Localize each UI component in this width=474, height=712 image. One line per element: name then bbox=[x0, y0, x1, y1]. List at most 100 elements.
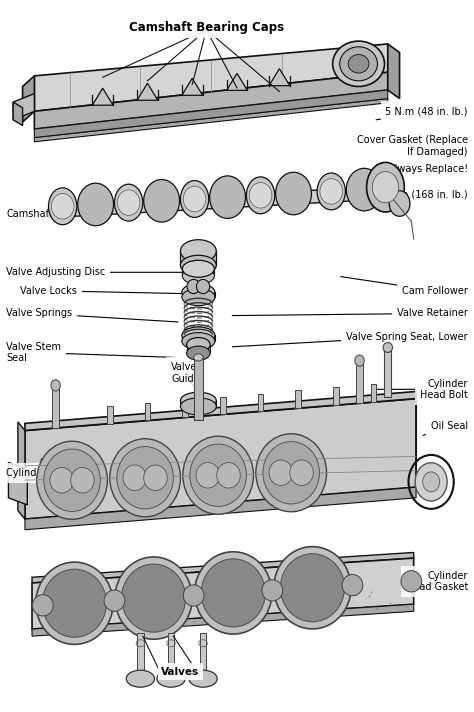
Polygon shape bbox=[182, 335, 215, 341]
Polygon shape bbox=[23, 76, 35, 122]
Ellipse shape bbox=[187, 346, 210, 360]
Text: Always Replace!: Always Replace! bbox=[388, 164, 468, 174]
Ellipse shape bbox=[196, 463, 219, 488]
Ellipse shape bbox=[44, 449, 100, 511]
Ellipse shape bbox=[123, 465, 146, 491]
Bar bbox=[333, 387, 339, 405]
Ellipse shape bbox=[182, 333, 215, 350]
Ellipse shape bbox=[182, 288, 215, 305]
Ellipse shape bbox=[36, 562, 113, 644]
Ellipse shape bbox=[187, 337, 210, 352]
Text: Cam Follower: Cam Follower bbox=[341, 276, 468, 295]
Ellipse shape bbox=[249, 182, 272, 208]
Ellipse shape bbox=[210, 176, 246, 219]
Ellipse shape bbox=[201, 559, 265, 627]
Text: 19 N.m (168 in. lb.): 19 N.m (168 in. lb.) bbox=[373, 189, 468, 201]
Ellipse shape bbox=[181, 240, 216, 263]
Ellipse shape bbox=[42, 569, 107, 637]
Text: Valve Springs: Valve Springs bbox=[6, 308, 178, 322]
Ellipse shape bbox=[181, 398, 216, 415]
Text: Camshaft: Camshaft bbox=[6, 209, 71, 219]
Ellipse shape bbox=[262, 580, 283, 601]
Bar bbox=[182, 399, 188, 417]
Polygon shape bbox=[137, 83, 158, 100]
Polygon shape bbox=[200, 632, 206, 679]
Polygon shape bbox=[32, 553, 414, 583]
Ellipse shape bbox=[183, 187, 206, 211]
Polygon shape bbox=[388, 44, 400, 98]
Text: Valve Adjusting Disc: Valve Adjusting Disc bbox=[6, 267, 185, 277]
Ellipse shape bbox=[415, 463, 447, 501]
Bar bbox=[145, 403, 150, 421]
Polygon shape bbox=[52, 385, 59, 428]
Polygon shape bbox=[137, 632, 144, 679]
Ellipse shape bbox=[333, 41, 384, 86]
Polygon shape bbox=[187, 345, 210, 353]
Ellipse shape bbox=[183, 585, 204, 606]
Ellipse shape bbox=[187, 279, 200, 293]
Polygon shape bbox=[181, 401, 216, 407]
Text: Cover Gasket (Replace
If Damaged): Cover Gasket (Replace If Damaged) bbox=[357, 135, 468, 157]
Polygon shape bbox=[13, 102, 23, 125]
Bar bbox=[258, 394, 264, 412]
Polygon shape bbox=[13, 93, 35, 120]
Text: Valve
Guide: Valve Guide bbox=[171, 362, 200, 388]
Ellipse shape bbox=[115, 184, 143, 221]
Ellipse shape bbox=[276, 172, 311, 215]
Polygon shape bbox=[25, 399, 416, 519]
Ellipse shape bbox=[197, 279, 210, 293]
Text: Cylinder
Head Gasket: Cylinder Head Gasket bbox=[406, 571, 468, 592]
Polygon shape bbox=[35, 44, 388, 111]
Text: Valve Locks: Valve Locks bbox=[20, 286, 183, 295]
Ellipse shape bbox=[290, 460, 313, 486]
Polygon shape bbox=[182, 268, 214, 276]
Ellipse shape bbox=[366, 162, 404, 212]
Polygon shape bbox=[32, 604, 414, 636]
Polygon shape bbox=[181, 251, 216, 265]
Polygon shape bbox=[92, 88, 113, 105]
Ellipse shape bbox=[181, 181, 209, 217]
Ellipse shape bbox=[423, 472, 439, 492]
Ellipse shape bbox=[121, 564, 186, 632]
Ellipse shape bbox=[317, 173, 346, 210]
Polygon shape bbox=[168, 632, 174, 679]
Polygon shape bbox=[25, 392, 416, 431]
Ellipse shape bbox=[194, 354, 203, 361]
Polygon shape bbox=[195, 352, 201, 402]
Bar bbox=[220, 397, 226, 414]
Polygon shape bbox=[18, 422, 25, 519]
Polygon shape bbox=[9, 462, 27, 505]
Text: 5 N.m (48 in. lb.): 5 N.m (48 in. lb.) bbox=[376, 106, 468, 120]
Ellipse shape bbox=[181, 256, 216, 275]
Ellipse shape bbox=[181, 392, 216, 409]
Ellipse shape bbox=[280, 554, 345, 622]
Polygon shape bbox=[356, 360, 363, 403]
Text: Valves: Valves bbox=[161, 666, 200, 676]
Ellipse shape bbox=[348, 55, 369, 73]
Ellipse shape bbox=[256, 434, 327, 512]
Polygon shape bbox=[48, 187, 369, 218]
Ellipse shape bbox=[144, 465, 167, 491]
Bar bbox=[371, 384, 376, 402]
Text: Camshaft Bearing Caps: Camshaft Bearing Caps bbox=[129, 21, 284, 34]
Ellipse shape bbox=[346, 168, 382, 211]
Ellipse shape bbox=[274, 547, 351, 629]
Ellipse shape bbox=[115, 557, 192, 639]
Ellipse shape bbox=[50, 468, 73, 493]
Polygon shape bbox=[269, 68, 290, 85]
Bar bbox=[107, 406, 113, 424]
Ellipse shape bbox=[355, 355, 364, 366]
Ellipse shape bbox=[48, 188, 77, 225]
Ellipse shape bbox=[320, 179, 343, 204]
Ellipse shape bbox=[71, 468, 94, 493]
Polygon shape bbox=[35, 98, 388, 142]
Polygon shape bbox=[194, 357, 203, 420]
Polygon shape bbox=[182, 292, 215, 297]
Polygon shape bbox=[182, 78, 202, 95]
Ellipse shape bbox=[33, 595, 53, 616]
Text: Oil Seal: Oil Seal bbox=[423, 421, 468, 436]
Polygon shape bbox=[35, 90, 388, 137]
Ellipse shape bbox=[117, 446, 173, 509]
Text: Valve Retainer: Valve Retainer bbox=[232, 308, 468, 318]
Ellipse shape bbox=[78, 183, 114, 226]
